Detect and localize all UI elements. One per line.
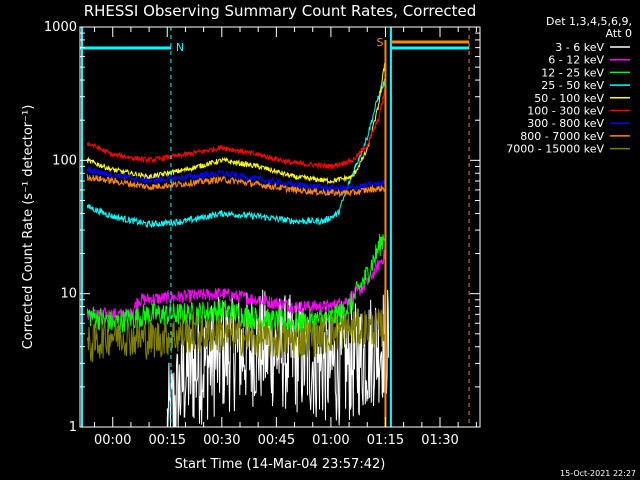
series-line-8 [86, 308, 386, 363]
y-tick-label-1: 10 [60, 287, 77, 302]
chart-title: RHESSI Observing Summary Count Rates, Co… [84, 2, 477, 20]
legend-header-line-1: Det 1,3,4,5,6,9, [546, 15, 632, 28]
x-tick-label-3: 00:45 [258, 433, 295, 448]
legend-header-line-2: Att 0 [606, 27, 632, 40]
legend-label-6: 300 - 800 keV [527, 117, 604, 130]
y-tick-label-0: 1 [69, 420, 77, 435]
x-tick-label-5: 01:15 [367, 433, 404, 448]
y-tick-label-2: 100 [52, 153, 77, 168]
legend-label-7: 800 - 7000 keV [520, 130, 604, 143]
legend-label-2: 12 - 25 keV [541, 66, 604, 79]
legend-label-1: 6 - 12 keV [548, 54, 604, 67]
x-tick-label-0: 00:00 [94, 433, 131, 448]
series-line-6 [86, 166, 386, 192]
series-line-7 [86, 174, 386, 198]
x-tick-label-4: 01:00 [312, 433, 349, 448]
legend-label-8: 7000 - 15000 keV [506, 143, 604, 156]
saa-annotation: S [376, 36, 383, 49]
x-axis-label: Start Time (14-Mar-04 23:57:42) [175, 457, 386, 472]
axes: 1 10 100 1000 00:00 00:15 00:30 00:45 01:00 01:15… [44, 20, 481, 448]
legend-label-0: 3 - 6 keV [555, 41, 604, 54]
x-tick-label-1: 00:15 [149, 433, 186, 448]
series-line-3 [86, 78, 386, 229]
legend-label-3: 25 - 50 keV [541, 79, 604, 92]
series-line-5 [86, 88, 386, 170]
night-annotation: N [176, 41, 184, 54]
y-tick-label-3: 1000 [44, 20, 77, 35]
y-axis-label: Corrected Count Rate (s⁻¹ detector⁻¹) [21, 105, 36, 350]
legend-label-4: 50 - 100 keV [534, 92, 604, 105]
timestamp: 15-Oct-2021 22:27 [560, 469, 636, 478]
x-tick-label-6: 01:30 [421, 433, 458, 448]
x-tick-label-2: 00:30 [203, 433, 240, 448]
plot-frame [79, 26, 481, 428]
legend-label-5: 100 - 300 keV [527, 105, 604, 118]
series-line-2 [86, 233, 386, 333]
